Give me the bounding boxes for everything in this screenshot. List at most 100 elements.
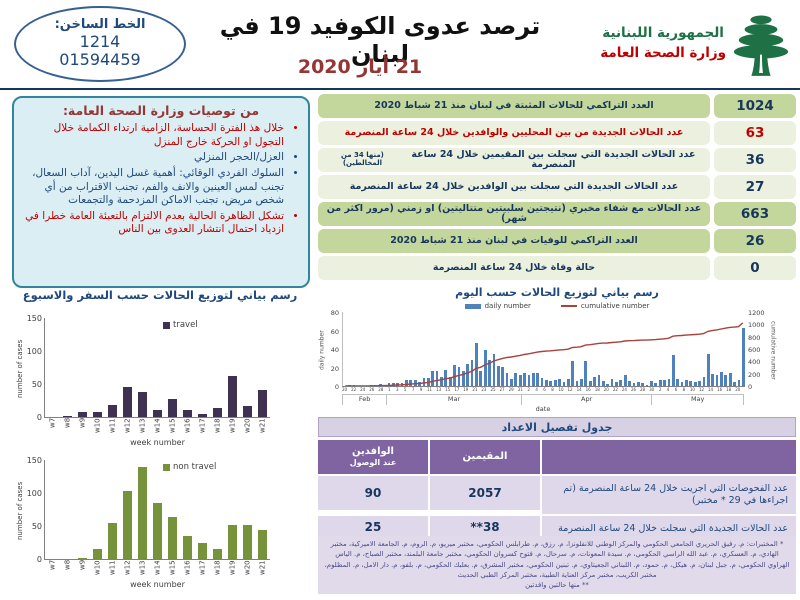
stats-row-4: 663 عدد الحالات مع شفاء مخبري (نتيجتين سل… [318, 202, 796, 226]
legend-label: cumulative number [580, 302, 650, 310]
recommendation-item-3: تشكل الظاهرة الحالية بعدم الالتزام بالتع… [24, 210, 284, 237]
details-row-0: عدد الفحوصات التي اجريت خلال 24 ساعة الم… [318, 476, 796, 514]
bar-w9 [78, 557, 87, 559]
bar-w12 [123, 387, 132, 417]
month-label-Mar: Mar [387, 395, 522, 405]
bar-w14 [153, 502, 162, 559]
details-residents-value: 38** [430, 516, 540, 538]
bar-w17 [198, 542, 207, 559]
stats-label: العدد التراكمي للوفيات في لبنان منذ 21 ش… [318, 229, 710, 253]
bar-w15 [168, 516, 177, 559]
report-date: 21 أيار 2020 [297, 56, 423, 78]
details-table-title: جدول تفصيل الاعداد [318, 417, 796, 437]
x-axis-label: week number [130, 438, 185, 447]
hotline-number-long: 01594459 [59, 50, 141, 70]
bar-w19 [228, 376, 237, 417]
y-axis-ticks: 0 50 100 150 [26, 456, 42, 564]
details-table: المقيمين الوافدين عند الوصول عدد الفحوصا… [318, 440, 796, 542]
footnote-line2: ** منها حالتين وافدتين [525, 581, 589, 590]
bar-w20 [243, 525, 252, 559]
header-divider [0, 88, 800, 90]
bar-w10 [93, 549, 102, 559]
x-axis-ticks: w7 w8 w9 w10 w11 w12 w13 w14 w15 w16 w17 w18 w19 w20 w… [48, 560, 267, 575]
right-y-axis-label: cumulative number [769, 320, 777, 380]
details-arrivals-value: 90 [318, 476, 428, 510]
bar-w19 [228, 524, 237, 559]
daily-x-axis-ticks: 20 22 24 26 28 1 3 5 7 9 11 13 15 17 19 21 23 25 27 29 31 2 4 6… [342, 387, 741, 392]
plot-area: travel [44, 318, 270, 418]
legend: travel [163, 320, 198, 330]
stats-value: 26 [714, 229, 796, 253]
stats-label: عدد الحالات مع شفاء مخبري (نتيجتين سلبيت… [318, 202, 710, 226]
page-title: ترصد عدوى الكوفيد 19 في لبنان [219, 12, 541, 68]
residents-header-text: المقيمين [462, 451, 508, 462]
recommendation-item-1: العزل/الحجر المنزلي [24, 151, 284, 165]
stats-value: 27 [714, 175, 796, 199]
y-axis-label: number of cases [16, 481, 24, 540]
details-row-label: عدد الفحوصات التي اجريت خلال 24 ساعة الم… [542, 476, 796, 514]
stats-label: العدد التراكمي للحالات المثبتة في لبنان … [318, 94, 710, 118]
recommendations-panel: من توصيات وزارة الصحة العامة: خلال هذ ال… [12, 96, 310, 288]
right-y-axis-ticks: 0 200 400 600 800 1000 1200 [748, 309, 765, 391]
ministry-logo-block: الجمهورية اللبنانية وزارة الصحة العامة [600, 8, 790, 78]
stats-rows: 1024 العدد التراكمي للحالات المثبتة في لب… [318, 94, 796, 280]
hotline-badge: الخط الساخن: 1214 01594459 [14, 6, 186, 82]
nontravel-chart: number of cases 0 50 100 150 non travel w7 w8 w9… [16, 456, 308, 589]
y-axis-ticks: 0 50 100 150 [26, 314, 42, 422]
cedar-logo-icon [733, 15, 789, 76]
legend-swatch-icon [163, 463, 170, 471]
arrivals-header-text: الوافدين [352, 446, 394, 458]
stats-row-2: 36 عدد الحالات الجديدة التي سجلت بين المق… [318, 148, 796, 172]
month-label-Apr: Apr [522, 395, 653, 405]
daily-bars [343, 312, 745, 386]
month-axis: Feb Mar Apr May [342, 394, 744, 405]
stats-value: 36 [714, 148, 796, 172]
details-residents-value: 2057 [430, 476, 540, 510]
daily-plot-area [342, 312, 745, 387]
legend-label: daily number [484, 302, 531, 310]
stats-row-3: 27 عدد الحالات الجديدة التي سجلت بين الوا… [318, 175, 796, 199]
stats-value: 1024 [714, 94, 796, 118]
left-y-axis-label: daily number [318, 330, 326, 370]
bar-w16 [183, 409, 192, 417]
plot-area: non travel [44, 460, 270, 560]
bar-w18 [213, 407, 222, 417]
ministry-name-line2: وزارة الصحة العامة [600, 45, 726, 61]
bar-w14 [153, 409, 162, 417]
details-arrivals-value: 25 [318, 516, 428, 538]
bar-w21 [258, 389, 267, 417]
daily-x-axis-label: date [535, 405, 551, 413]
bar-w9 [78, 411, 87, 417]
bar-w17 [198, 413, 207, 417]
travel-chart: number of cases 0 50 100 150 travel w7 w8 w9 w10 w… [16, 314, 308, 447]
recommendations-title: من توصيات وزارة الصحة العامة: [62, 103, 260, 118]
details-header-residents: المقيمين [430, 440, 540, 474]
ministry-name-line1: الجمهورية اللبنانية [602, 24, 724, 41]
bar-w13 [138, 466, 147, 559]
daily-bar-swatch-icon [464, 303, 481, 309]
bar-w12 [123, 491, 132, 559]
footnote-line1: * المختبرات: م. رفيق الحريري الجامعي الح… [324, 540, 790, 580]
bar-w15 [168, 398, 177, 417]
weekly-chart-title: رسم بياني لتوزيع الحالات حسب السفر والاس… [22, 288, 298, 302]
daily-chart: daily number cumulative number daily numbe… [318, 300, 796, 413]
legend-label: travel [173, 320, 198, 330]
stats-label: عدد الحالات الجديدة التي سجلت بين المقيم… [318, 148, 710, 172]
cumulative-line-swatch-icon [560, 305, 577, 307]
recommendation-item-2: السلوك الفردي الوقائي: أهمية غسل اليدين،… [24, 167, 284, 208]
stats-label-note: (منها 34 من المخالطين) [340, 151, 384, 167]
bar-w18 [213, 549, 222, 559]
details-header-arrivals: الوافدين عند الوصول [318, 440, 428, 474]
daily-legend: daily number cumulative number [318, 300, 796, 312]
cumulative-line [345, 322, 744, 386]
stats-row-0: 1024 العدد التراكمي للحالات المثبتة في لب… [318, 94, 796, 118]
ministry-name: الجمهورية اللبنانية وزارة الصحة العامة [600, 23, 726, 64]
stats-row-5: 26 العدد التراكمي للوفيات في لبنان منذ 21… [318, 229, 796, 253]
stats-row-1: 63 عدد الحالات الجديدة من بين المحليين وا… [318, 121, 796, 145]
bar-w21 [258, 529, 267, 559]
left-y-axis-ticks: 0 20 40 60 80 [330, 309, 339, 391]
arrivals-header-subtext: عند الوصول [349, 458, 397, 468]
stats-label: عدد الحالات الجديدة التي سجلت بين الوافد… [318, 175, 710, 199]
bar-w11 [108, 405, 117, 417]
